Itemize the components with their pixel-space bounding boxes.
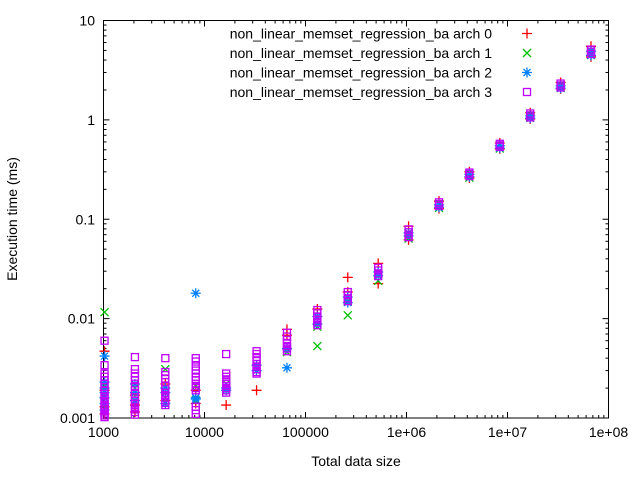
x-tick-labels: 1000 10000 100000 1e+06 1e+07 1e+08	[88, 424, 628, 440]
y-tick-labels: 0.001 0.01 0.1 1 10	[60, 13, 95, 427]
data-point	[130, 410, 140, 419]
data-point	[312, 341, 322, 351]
data-point	[494, 143, 505, 154]
legend-item: non_linear_memset_regression_ba arch 2	[230, 65, 532, 81]
data-point	[555, 83, 566, 94]
data-point	[221, 385, 232, 396]
data-point	[130, 352, 140, 362]
x-tick-label: 1000	[88, 424, 119, 440]
y-tick-label: 10	[79, 13, 95, 29]
legend-item: non_linear_memset_regression_ba arch 3	[230, 84, 532, 100]
data-point	[586, 49, 596, 59]
data-point	[251, 385, 262, 396]
y-tick-label: 0.1	[76, 211, 96, 227]
legend-item: non_linear_memset_regression_ba arch 0	[230, 26, 532, 42]
x-axis-label: Total data size	[311, 453, 401, 469]
data-point	[222, 349, 231, 359]
y-tick-label: 0.01	[68, 311, 95, 327]
x-tick-label: 10000	[185, 424, 224, 440]
data-point	[100, 361, 109, 370]
data-point	[222, 388, 231, 397]
data-point	[434, 201, 444, 211]
legend-label: non_linear_memset_regression_ba arch 2	[230, 65, 492, 81]
x-tick-label: 1e+06	[387, 424, 427, 440]
data-point	[161, 400, 170, 410]
legend-marker-icon	[522, 48, 532, 58]
series-asterisk	[99, 46, 597, 416]
data-point	[129, 387, 140, 398]
series-square	[100, 45, 596, 422]
legend-marker-icon	[522, 87, 532, 97]
data-point	[312, 319, 323, 330]
data-point	[130, 376, 140, 385]
data-point	[161, 354, 170, 363]
data-point	[556, 83, 565, 92]
data-point	[526, 113, 535, 122]
data-point	[374, 271, 383, 281]
data-point	[495, 142, 504, 152]
data-point	[99, 351, 110, 362]
data-point	[281, 343, 292, 354]
data-point	[313, 320, 322, 330]
legend-marker-icon	[522, 67, 532, 78]
data-point	[191, 409, 200, 419]
data-point	[191, 386, 200, 395]
data-point	[100, 307, 109, 317]
data-point	[130, 365, 140, 374]
data-point	[282, 347, 292, 356]
data-point	[465, 171, 474, 181]
data-point	[252, 369, 261, 378]
legend: non_linear_memset_regression_ba arch 0 no…	[230, 26, 532, 100]
legend-label: non_linear_memset_regression_ba arch 3	[230, 84, 492, 100]
data-point	[404, 233, 413, 242]
data-point	[221, 400, 232, 411]
data-point	[100, 336, 109, 345]
data-point	[343, 296, 352, 306]
x-tick-label: 1e+08	[589, 424, 629, 440]
data-point	[99, 377, 110, 388]
data-point	[342, 272, 353, 283]
y-tick-label: 0.001	[60, 410, 95, 426]
data-point	[100, 412, 109, 422]
x-tick-label: 100000	[282, 424, 329, 440]
legend-label: non_linear_memset_regression_ba arch 0	[230, 26, 492, 42]
series-cross	[100, 46, 596, 415]
legend-label: non_linear_memset_regression_ba arch 1	[230, 45, 492, 61]
legend-item: non_linear_memset_regression_ba arch 1	[230, 45, 532, 61]
data-point	[190, 394, 201, 405]
data-point	[525, 113, 536, 124]
data-point	[130, 381, 140, 391]
data-point	[343, 310, 353, 320]
data-point	[191, 357, 200, 366]
x-tick-label: 1e+07	[488, 424, 528, 440]
legend-marker-icon	[522, 28, 532, 39]
data-point	[281, 362, 292, 373]
data-point	[190, 288, 201, 299]
plot-border	[103, 20, 609, 419]
y-axis-label: Execution time (ms)	[4, 157, 20, 281]
data-point	[373, 270, 384, 281]
y-tick-label: 1	[87, 112, 95, 128]
data-points	[99, 41, 597, 422]
data-point	[342, 297, 353, 308]
